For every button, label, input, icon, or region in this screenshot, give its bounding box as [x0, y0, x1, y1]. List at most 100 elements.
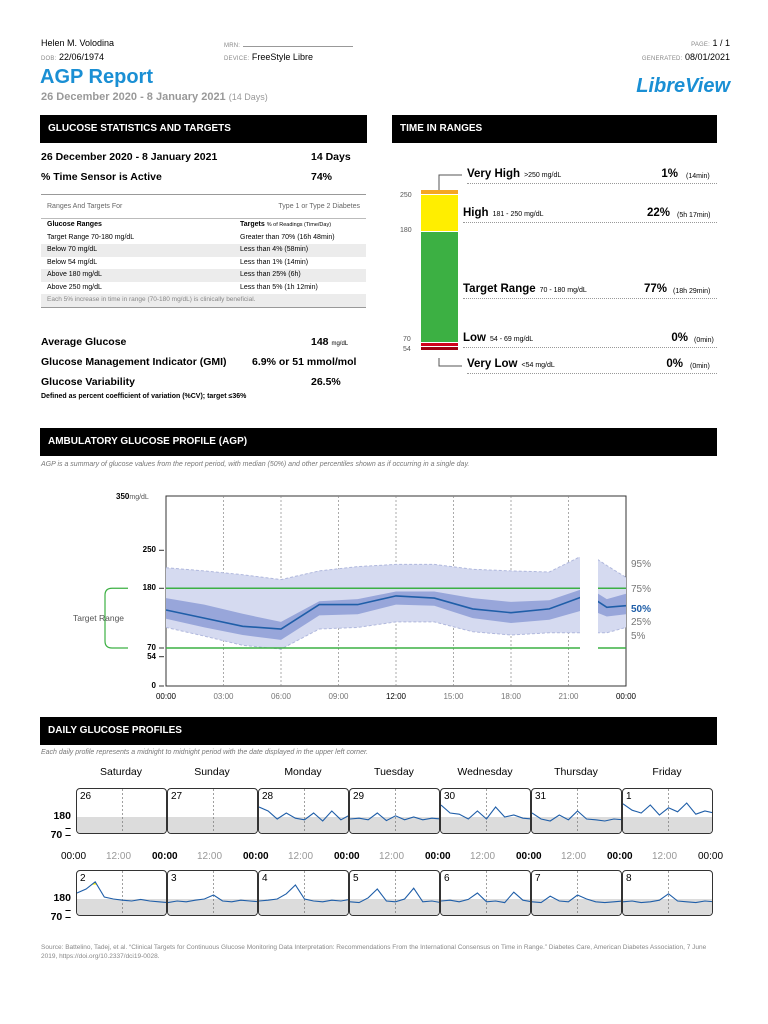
daily-time-label: 12:00: [288, 851, 314, 862]
agp-y-tick-label: 54: [147, 651, 156, 661]
daily-target-band: [77, 817, 166, 833]
tir-very-low-pct: 0%: [666, 358, 683, 370]
tir-bar-low: [421, 343, 458, 346]
daily-target-band: [623, 817, 712, 833]
avg-glucose-unit: mg/dL: [331, 341, 349, 347]
tir-bar-high: [421, 195, 458, 231]
daily-date-label: 5: [353, 873, 359, 884]
daily-glucose-line: [441, 804, 530, 820]
daily-profile-plot: [532, 871, 621, 915]
agp-y-tick-label: 250: [142, 545, 156, 555]
table-row: Below 70 mg/dL Less than 4% (58min): [41, 244, 366, 257]
avg-glucose-label: Average Glucose: [41, 336, 127, 348]
daily-glucose-line: [259, 884, 348, 903]
daily-glucose-line: [350, 812, 439, 822]
dob-row: DOB: 22/06/1974: [41, 52, 104, 62]
agp-x-tick-label: 18:00: [500, 692, 522, 701]
daily-y-tick: 70 –: [50, 911, 71, 923]
daily-date-label: 2: [80, 873, 86, 884]
daily-glucose-line: [441, 891, 530, 904]
daily-time-label: 00:00: [61, 851, 87, 862]
agp-x-tick-label: 00:00: [155, 692, 177, 701]
libreview-logo: LibreView: [636, 75, 730, 97]
variability-definition: Defined as percent coefficient of variat…: [41, 393, 247, 400]
daily-high-fill: [623, 803, 713, 817]
daily-profile-box: 29: [349, 788, 440, 834]
daily-profile-box: 5: [349, 870, 440, 916]
tir-low-time: (0min): [694, 337, 714, 344]
daily-date-label: 28: [262, 791, 274, 802]
daily-glucose-line: [532, 894, 621, 904]
variability-value: 26.5%: [311, 376, 341, 388]
daily-profile-box: 26: [76, 788, 167, 834]
daily-profile-box: 30: [440, 788, 531, 834]
table-row: Below 54 mg/dL Less than 1% (14min): [47, 258, 309, 266]
page-value: 1 / 1: [712, 38, 730, 48]
agp-x-tick-label: 03:00: [213, 692, 234, 701]
weekday-label: Sunday: [194, 766, 230, 778]
daily-target-band: [77, 899, 166, 915]
agp-percentile-label: 75%: [631, 584, 652, 595]
daily-target-band: [350, 899, 439, 915]
avg-glucose-row: Average Glucose 148 mg/dL: [41, 336, 366, 348]
page-row: PAGE: 1 / 1: [691, 38, 730, 48]
daily-glucose-line: [350, 887, 439, 904]
daily-profiles-header: DAILY GLUCOSE PROFILES: [40, 717, 717, 745]
mrn-label: MRN:: [224, 43, 241, 49]
tir-divider: [463, 347, 717, 348]
agp-header: AMBULATORY GLUCOSE PROFILE (AGP): [40, 428, 717, 456]
tir-bar-very-high: [421, 190, 458, 194]
daily-glucose-line: [168, 894, 257, 904]
daily-glucose-line: [623, 893, 712, 904]
tir-tick-54: 54: [403, 346, 411, 353]
agp-percentile-label: 95%: [631, 559, 652, 570]
tir-very-high-pct: 1%: [661, 168, 678, 180]
daily-profile-plot: [259, 789, 348, 833]
col-ranges-header: Glucose Ranges: [47, 221, 102, 228]
date-range-text: 26 December 2020 - 8 January 2021: [41, 91, 226, 103]
targets-table-body: Glucose Ranges Targets % of Readings (Ti…: [41, 219, 366, 307]
stats-range-row: 26 December 2020 - 8 January 2021 14 Day…: [41, 151, 366, 163]
tir-connectors: [438, 174, 462, 367]
table-row: Above 180 mg/dL Less than 25% (6h): [41, 269, 366, 282]
agp-percentile-label: 5%: [631, 631, 646, 642]
tir-divider: [467, 373, 717, 374]
report-title: AGP Report: [40, 66, 153, 88]
daily-target-band: [441, 817, 530, 833]
daily-time-label: 12:00: [561, 851, 587, 862]
daily-date-label: 3: [171, 873, 177, 884]
stats-range-label: 26 December 2020 - 8 January 2021: [41, 151, 218, 163]
tir-tick-70: 70: [403, 336, 411, 343]
daily-profile-plot: [350, 789, 439, 833]
weekday-label: Tuesday: [374, 766, 414, 778]
daily-target-band: [259, 899, 348, 915]
weekday-label: Monday: [284, 766, 322, 778]
agp-percentile-label: 25%: [631, 617, 652, 628]
agp-x-tick-label: 21:00: [558, 692, 579, 701]
patient-name: Helen M. Volodina: [41, 38, 115, 48]
tir-bar-very-low: [421, 347, 458, 350]
agp-wrap-gap: [580, 497, 598, 685]
daily-profile-plot: [623, 789, 713, 833]
daily-profile-box: 8: [622, 870, 713, 916]
daily-profile-box: 27: [167, 788, 258, 834]
tir-stacked-bar: [421, 190, 458, 356]
daily-profile-plot: [168, 789, 257, 833]
weekday-label: Friday: [652, 766, 682, 778]
agp-x-tick-label: 09:00: [328, 692, 349, 701]
daily-date-label: 1: [626, 791, 632, 802]
weekday-label: Thursday: [554, 766, 598, 778]
agp-y-top-unit: mg/dL: [129, 494, 149, 501]
agp-outline-5pct: [165, 621, 627, 650]
daily-profile-plot: [77, 871, 166, 915]
device-label: DEVICE:: [224, 56, 250, 62]
tir-high-time: (5h 17min): [677, 212, 711, 219]
agp-chart: [104, 495, 627, 687]
daily-date-label: 26: [80, 791, 92, 802]
daily-profile-plot: [259, 871, 348, 915]
daily-target-band: [168, 817, 257, 833]
agp-band-25-75: [166, 587, 626, 640]
daily-description: Each daily profile represents a midnight…: [41, 749, 368, 756]
table-row: Above 250 mg/dL Less than 5% (1h 12min): [47, 283, 318, 291]
daily-date-label: 27: [171, 791, 183, 802]
